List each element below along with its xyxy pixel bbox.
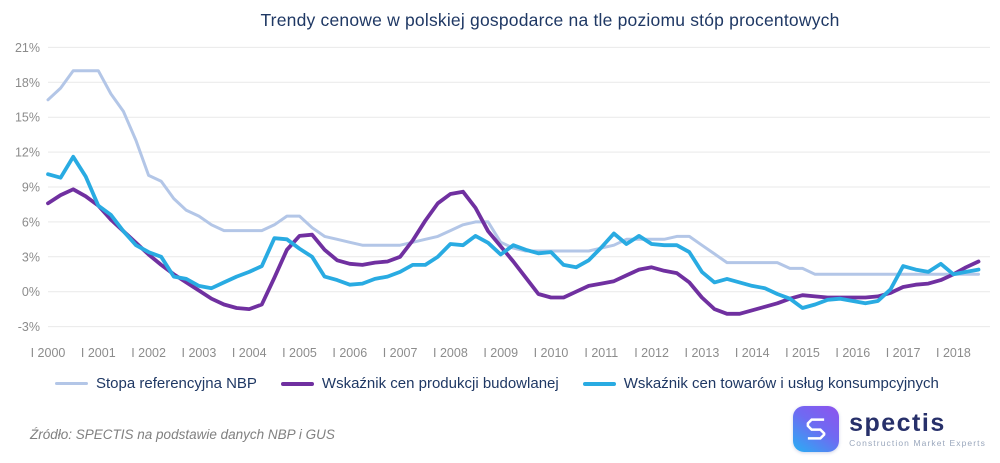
x-tick-label: I 2015 [785, 346, 820, 360]
construction-line-swatch [280, 381, 314, 386]
x-tick-label: I 2010 [534, 346, 569, 360]
x-tick-label: I 2012 [634, 346, 669, 360]
x-tick-label: I 2001 [81, 346, 116, 360]
chart-legend: Stopa referencyjna NBP Wskaźnik cen prod… [55, 375, 939, 392]
x-tick-label: I 2018 [936, 346, 971, 360]
legend-item-cpi: Wskaźnik cen towarów i usług konsumpcyjn… [582, 375, 939, 392]
x-tick-label: I 2004 [232, 346, 267, 360]
chart-title: Trendy cenowe w polskiej gospodarce na t… [260, 10, 840, 30]
spectis-logo-name: spectis [849, 408, 946, 437]
y-tick-label: 3% [22, 250, 40, 264]
y-tick-label: -3% [18, 320, 40, 334]
legend-item-construction: Wskaźnik cen produkcji budowlanej [280, 375, 559, 392]
cpi-line-swatch [582, 381, 616, 386]
spectis-s-glyph [806, 418, 826, 440]
legend-label-nbp: Stopa referencyjna NBP [96, 375, 257, 392]
series-line-1 [46, 187, 981, 316]
y-tick-label: 6% [22, 215, 40, 229]
y-tick-label: 0% [22, 285, 40, 299]
y-tick-label: 18% [15, 76, 40, 90]
x-tick-label: I 2007 [383, 346, 418, 360]
series-line-0 [46, 69, 980, 276]
x-tick-label: I 2017 [886, 346, 921, 360]
series-line-2 [46, 154, 981, 310]
x-tick-label: I 2005 [282, 346, 317, 360]
x-tick-label: I 2014 [735, 346, 770, 360]
x-tick-label: I 2003 [182, 346, 217, 360]
x-tick-label: I 2013 [685, 346, 720, 360]
legend-item-nbp: Stopa referencyjna NBP [55, 375, 257, 392]
legend-label-cpi: Wskaźnik cen towarów i usług konsumpcyjn… [623, 375, 939, 392]
y-tick-label: 12% [15, 146, 40, 160]
source-note: Źródło: SPECTIS na podstawie danych NBP … [30, 427, 335, 442]
x-tick-label: I 2002 [131, 346, 166, 360]
x-tick-label: I 2006 [332, 346, 367, 360]
spectis-logo-tagline: Construction Market Experts [849, 437, 986, 448]
legend-label-construction: Wskaźnik cen produkcji budowlanej [321, 375, 559, 392]
spectis-logo-text: spectis Construction Market Experts [849, 408, 986, 448]
y-tick-label: 9% [22, 181, 40, 195]
x-tick-label: I 2008 [433, 346, 468, 360]
spectis-logo-icon [793, 406, 840, 452]
x-tick-label: I 2011 [584, 346, 618, 360]
nbp-line-swatch [55, 382, 88, 385]
y-tick-label: 21% [15, 41, 40, 55]
y-tick-label: 15% [15, 111, 40, 125]
spectis-logo: spectis Construction Market Experts [793, 406, 986, 452]
x-tick-label: I 2016 [835, 346, 870, 360]
x-tick-label: I 2009 [483, 346, 518, 360]
x-tick-label: I 2000 [31, 346, 66, 360]
